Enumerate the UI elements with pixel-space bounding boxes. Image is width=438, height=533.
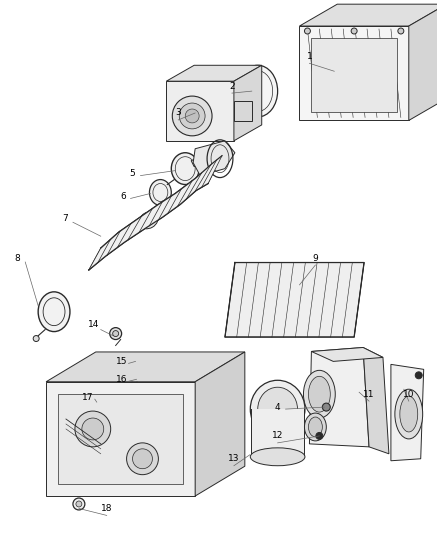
- Ellipse shape: [171, 153, 199, 184]
- Ellipse shape: [400, 396, 418, 432]
- Polygon shape: [193, 141, 235, 175]
- Text: 11: 11: [363, 390, 375, 399]
- Polygon shape: [363, 348, 389, 454]
- Ellipse shape: [139, 212, 158, 229]
- Polygon shape: [409, 4, 438, 120]
- Ellipse shape: [304, 370, 335, 418]
- Circle shape: [33, 336, 39, 342]
- Polygon shape: [309, 348, 369, 447]
- Ellipse shape: [395, 389, 423, 439]
- Text: 2: 2: [229, 82, 235, 91]
- Text: 3: 3: [175, 109, 181, 117]
- Ellipse shape: [238, 65, 278, 117]
- Circle shape: [124, 373, 138, 386]
- Ellipse shape: [243, 71, 273, 111]
- Polygon shape: [311, 348, 383, 361]
- Circle shape: [304, 28, 311, 34]
- Ellipse shape: [308, 376, 330, 412]
- Polygon shape: [166, 81, 234, 141]
- Text: 14: 14: [88, 320, 99, 329]
- Polygon shape: [391, 365, 424, 461]
- Text: 8: 8: [14, 254, 20, 263]
- Polygon shape: [225, 263, 364, 337]
- Ellipse shape: [175, 157, 195, 181]
- Ellipse shape: [250, 448, 305, 466]
- Text: 7: 7: [62, 214, 68, 223]
- Polygon shape: [251, 409, 304, 457]
- Text: 4: 4: [275, 402, 280, 411]
- Polygon shape: [191, 156, 206, 167]
- Ellipse shape: [38, 292, 70, 332]
- Circle shape: [113, 330, 119, 336]
- Ellipse shape: [258, 387, 297, 431]
- Text: 12: 12: [272, 431, 283, 440]
- Polygon shape: [166, 65, 262, 81]
- Circle shape: [179, 103, 205, 129]
- Circle shape: [415, 372, 422, 379]
- Text: 5: 5: [130, 169, 135, 178]
- Ellipse shape: [304, 413, 326, 441]
- Polygon shape: [46, 382, 195, 496]
- Circle shape: [133, 449, 152, 469]
- Text: 1: 1: [307, 52, 312, 61]
- Text: 6: 6: [121, 192, 127, 201]
- Circle shape: [185, 109, 199, 123]
- Polygon shape: [234, 65, 262, 141]
- Polygon shape: [234, 101, 252, 121]
- Circle shape: [75, 411, 111, 447]
- Polygon shape: [300, 26, 409, 120]
- Circle shape: [127, 443, 159, 475]
- Polygon shape: [195, 352, 245, 496]
- Polygon shape: [300, 4, 438, 26]
- Polygon shape: [46, 352, 245, 382]
- Circle shape: [172, 96, 212, 136]
- Circle shape: [216, 149, 223, 156]
- Circle shape: [73, 498, 85, 510]
- Circle shape: [110, 328, 122, 340]
- Circle shape: [76, 501, 82, 507]
- Text: 18: 18: [101, 504, 113, 513]
- Circle shape: [322, 403, 330, 411]
- Text: 17: 17: [82, 393, 94, 402]
- Text: 15: 15: [116, 357, 127, 366]
- Circle shape: [398, 28, 404, 34]
- Circle shape: [351, 28, 357, 34]
- Polygon shape: [58, 394, 183, 484]
- Ellipse shape: [43, 298, 65, 326]
- Polygon shape: [311, 38, 397, 112]
- Text: 10: 10: [403, 390, 414, 399]
- Ellipse shape: [149, 180, 171, 205]
- Circle shape: [127, 376, 134, 382]
- Ellipse shape: [153, 183, 168, 201]
- Circle shape: [316, 432, 323, 439]
- Ellipse shape: [250, 380, 305, 438]
- Circle shape: [92, 398, 101, 407]
- Text: 9: 9: [312, 254, 318, 263]
- Text: 16: 16: [116, 375, 127, 384]
- Circle shape: [82, 418, 104, 440]
- Ellipse shape: [308, 417, 322, 437]
- Text: 13: 13: [228, 454, 240, 463]
- Polygon shape: [89, 156, 222, 270]
